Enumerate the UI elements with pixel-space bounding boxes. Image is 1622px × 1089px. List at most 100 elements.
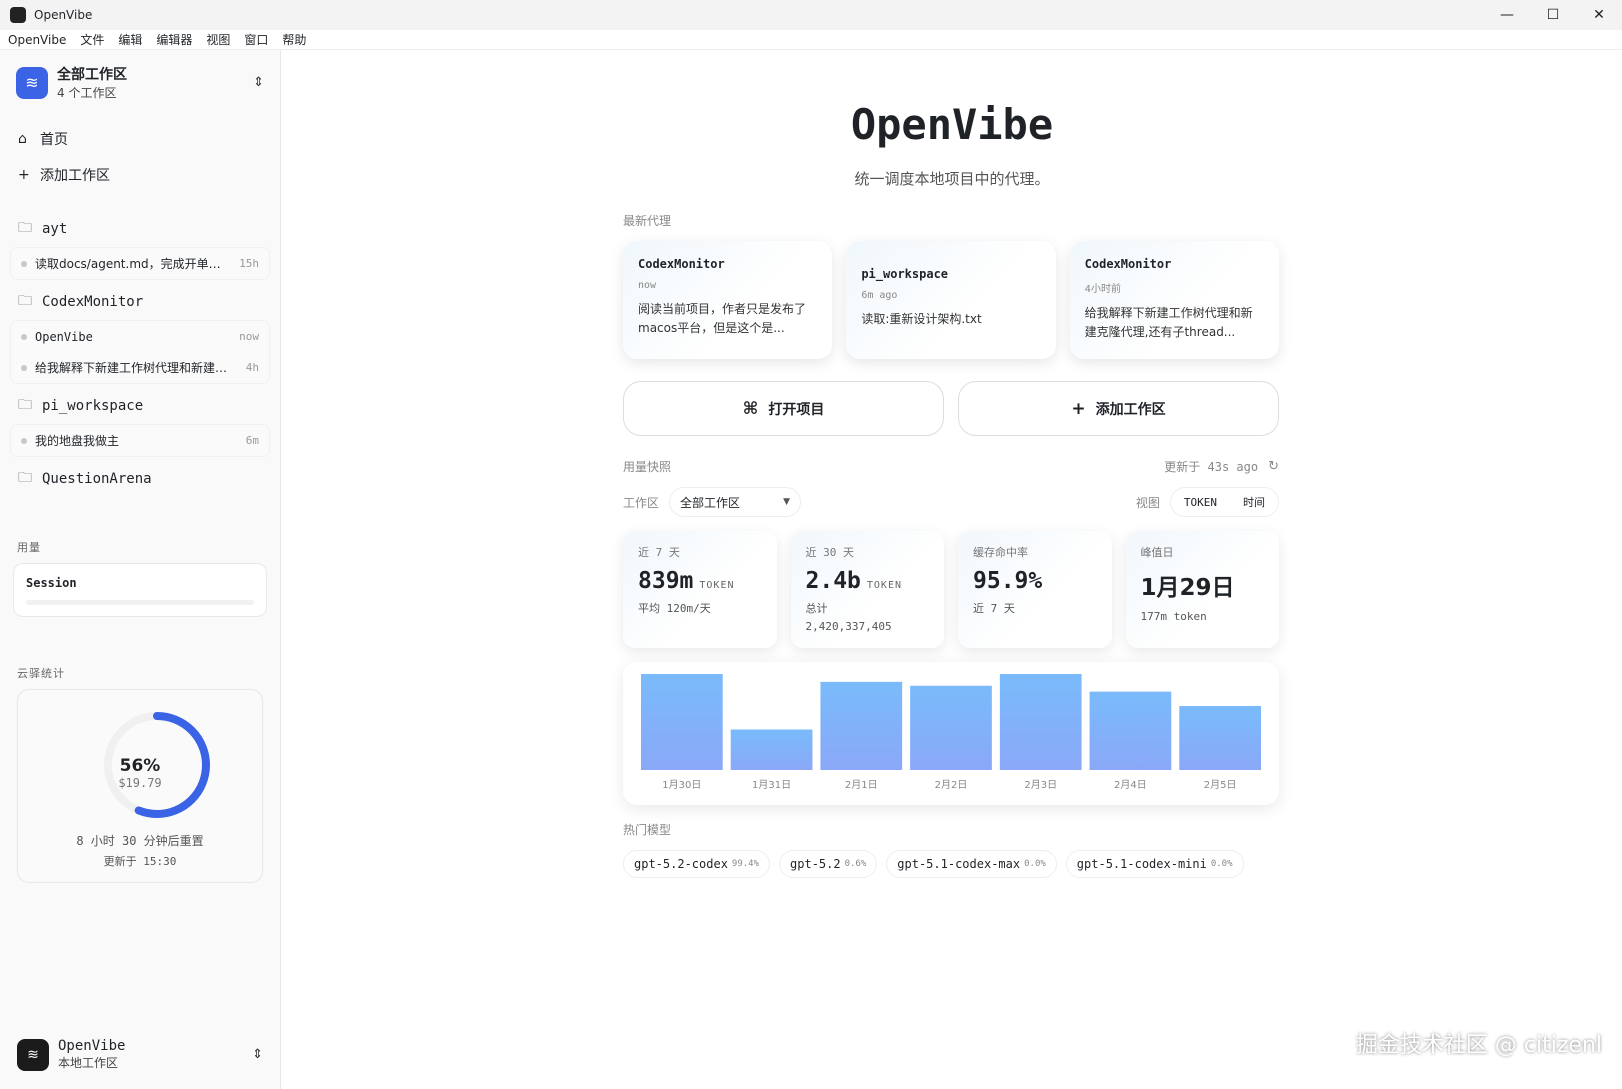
nav-home[interactable]: ⌂ 首页	[0, 121, 280, 157]
usage-section-label: 用量	[17, 541, 41, 554]
view-label: 视图	[1135, 495, 1160, 510]
agent-name: CodexMonitor	[638, 257, 725, 271]
agent-card[interactable]: CodexMonitor now 阅读当前项目，作者只是发布了macos平台，但是这…	[623, 241, 833, 359]
agent-desc: 给我解释下新建工作树代理和新建克隆代理,还有子thread...	[1084, 306, 1253, 339]
stat-key: 缓存命中率	[973, 546, 1028, 559]
chart-x-label: 2月3日	[1024, 779, 1057, 791]
nav-home-label: 首页	[40, 132, 68, 148]
menu-help[interactable]: 帮助	[282, 33, 307, 47]
chart-bar	[641, 674, 723, 770]
model-chip[interactable]: gpt-5.2 0.6%	[779, 850, 878, 878]
model-name: gpt-5.2-codex	[634, 857, 728, 871]
stat-key: 近 30 天	[805, 546, 855, 559]
session-label: Session	[26, 576, 77, 590]
page-title: OpenVibe	[850, 100, 1054, 149]
folder-questionarena[interactable]: 🗀 QuestionArena	[0, 461, 280, 497]
workspace-count: 4 个工作区	[57, 86, 117, 100]
list-item[interactable]: 我的地盘我做主 6m	[11, 425, 269, 456]
command-icon: ⌘	[742, 398, 759, 419]
folder-ayt[interactable]: 🗀 ayt	[0, 211, 280, 247]
view-time-option[interactable]: 时间	[1243, 496, 1265, 509]
nav-add-workspace[interactable]: + 添加工作区	[0, 157, 280, 193]
chart-x-label: 1月31日	[752, 779, 791, 791]
folder-name: pi_workspace	[42, 398, 144, 414]
item-time: 6m	[245, 434, 259, 447]
local-workspace-switcher[interactable]: ≋ OpenVibe 本地工作区 ⇕	[17, 1038, 263, 1071]
app-logo-icon	[10, 7, 26, 23]
list-item[interactable]: 给我解释下新建工作树代理和新建克隆代理 4h	[11, 352, 269, 383]
maximize-button[interactable]: ☐	[1546, 7, 1560, 23]
stat-foot: 总计 2,420,337,405	[805, 602, 892, 633]
stat-key: 近 7 天	[638, 546, 680, 559]
model-pct: 0.6%	[844, 859, 867, 869]
item-label: 给我解释下新建工作树代理和新建克隆代理	[35, 361, 238, 375]
cloud-stats-card: 56% $19.79 8 小时 30 分钟后重置 更新于 15:30	[17, 689, 263, 883]
item-label: 我的地盘我做主	[35, 434, 120, 448]
chart-bar	[910, 685, 992, 770]
agent-name: pi_workspace	[861, 267, 949, 281]
menu-bar: OpenVibe 文件 编辑 编辑器 视图 窗口 帮助	[0, 30, 1622, 50]
menu-window[interactable]: 窗口	[244, 33, 269, 47]
home-icon: ⌂	[18, 131, 27, 147]
status-dot	[21, 364, 27, 371]
stat-card-7d: 近 7 天 839m TOKEN 平均 120m/天	[623, 531, 777, 648]
open-project-button[interactable]: ⌘ 打开项目	[623, 381, 944, 436]
model-chip[interactable]: gpt-5.1-codex-max 0.0%	[886, 850, 1057, 878]
chart-bar	[820, 681, 903, 770]
item-time: 4h	[245, 361, 259, 374]
sidebar: ≋ 全部工作区 4 个工作区 ⇕ ⌂ 首页 + 添加工作区 🗀 ayt 读取docs/a…	[0, 50, 281, 1089]
bottom-subtitle: 本地工作区	[58, 1056, 119, 1070]
menu-file[interactable]: 文件	[80, 33, 105, 47]
minimize-button[interactable]: —	[1500, 7, 1514, 23]
cloud-section-label: 云驿统计	[17, 667, 65, 680]
recent-agents-label: 最新代理	[623, 214, 672, 228]
menu-view[interactable]: 视图	[206, 33, 231, 47]
model-chip[interactable]: gpt-5.1-codex-mini 0.0%	[1065, 850, 1244, 878]
view-toggle: TOKEN 时间	[1169, 487, 1279, 517]
agent-desc: 阅读当前项目，作者只是发布了macos平台，但是这个是...	[638, 302, 807, 335]
watermark: 掘金技术社区 @ citizenl	[1355, 1033, 1602, 1058]
chart-bar	[1089, 691, 1172, 770]
stat-unit: TOKEN	[866, 580, 902, 591]
add-workspace-button[interactable]: + 添加工作区	[958, 381, 1279, 436]
agent-card[interactable]: pi_workspace 6m ago 读取:重新设计架构.txt	[846, 241, 1056, 359]
chart-x-label: 2月5日	[1204, 779, 1237, 791]
stat-card-30d: 近 30 天 2.4b TOKEN 总计 2,420,337,405	[790, 531, 944, 648]
workspace-select[interactable]: 全部工作区 ▼	[669, 487, 802, 517]
reset-text: 8 小时 30 分钟后重置	[76, 834, 204, 848]
nav-add-label: 添加工作区	[40, 168, 110, 184]
folder-name: CodexMonitor	[42, 294, 144, 310]
agent-time: now	[638, 280, 657, 291]
agent-card[interactable]: CodexMonitor 4小时前 给我解释下新建工作树代理和新建克隆代理,还有子t…	[1069, 241, 1279, 359]
stat-foot: 177m token	[1140, 610, 1207, 623]
usage-ring-arc	[104, 712, 210, 818]
workspace-switcher[interactable]: ≋ 全部工作区 4 个工作区 ⇕	[0, 50, 280, 115]
model-chip[interactable]: gpt-5.2-codex 99.4%	[623, 850, 771, 878]
view-token-option[interactable]: TOKEN	[1183, 495, 1217, 509]
model-name: gpt-5.2	[790, 857, 841, 871]
chevron-up-down-icon: ⇕	[252, 1047, 263, 1062]
chart-bar	[999, 674, 1082, 770]
chart-bar	[730, 729, 813, 770]
session-card: Session	[13, 563, 267, 617]
window-title: OpenVibe	[34, 8, 93, 22]
folder-name: ayt	[42, 221, 68, 237]
close-button[interactable]: ✕	[1593, 7, 1605, 23]
menu-openvibe[interactable]: OpenVibe	[8, 32, 67, 47]
chart-x-label: 1月30日	[662, 779, 701, 791]
workspace-filter-label: 工作区	[623, 495, 660, 510]
chart-x-label: 2月2日	[935, 779, 968, 791]
session-progress	[26, 600, 254, 605]
menu-edit[interactable]: 编辑	[118, 33, 143, 47]
folder-codexmonitor[interactable]: 🗀 CodexMonitor	[0, 284, 280, 320]
refresh-icon[interactable]: ↻	[1268, 459, 1279, 474]
usage-bar-chart: 1月30日 1月31日 2月1日 2月2日 2月3日 2月4日 2月5日	[623, 662, 1279, 805]
chart-x-label: 2月4日	[1114, 779, 1147, 791]
list-item[interactable]: OpenVibe now	[11, 321, 269, 352]
folder-icon: 🗀	[18, 220, 32, 236]
folder-pi-workspace[interactable]: 🗀 pi_workspace	[0, 388, 280, 424]
menu-editor[interactable]: 编辑器	[156, 33, 193, 47]
status-dot	[21, 437, 27, 444]
add-workspace-label: 添加工作区	[1095, 401, 1166, 418]
list-item[interactable]: 读取docs/agent.md，完成开单界面设计 15h	[11, 248, 269, 279]
